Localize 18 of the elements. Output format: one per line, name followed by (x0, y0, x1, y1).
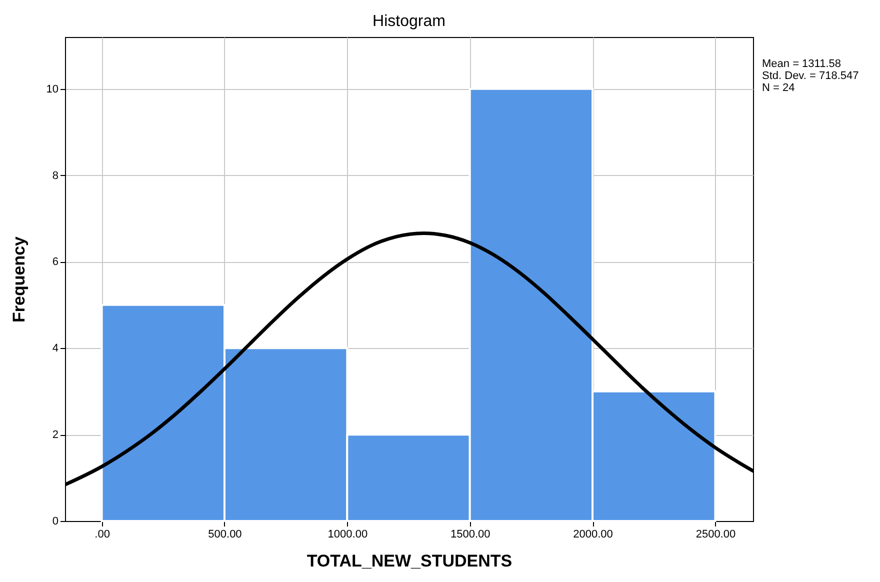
y-tick-label: 0 (52, 516, 58, 528)
chart-title: Histogram (372, 13, 446, 30)
x-tick-label: 1000.00 (328, 528, 368, 540)
x-tick-label: 1500.00 (450, 528, 490, 540)
y-axis-title: Frequency (9, 236, 28, 322)
y-tick-label: 2 (52, 429, 58, 442)
text: Std. Dev. = 718.547 (762, 70, 859, 82)
x-tick-label: 500.00 (208, 528, 242, 540)
y-tick-label: 8 (52, 170, 58, 182)
x-axis-title: TOTAL_NEW_STUDENTS (306, 552, 512, 570)
x-tick-label: 2000.00 (573, 528, 613, 540)
y-tick-label: 10 (46, 83, 58, 96)
x-tick-label: 2500.00 (696, 528, 736, 540)
y-tick-label: 6 (52, 256, 58, 268)
text: N = 24 (762, 82, 796, 94)
x-tick-label: .00 (94, 528, 110, 540)
y-tick-label: 4 (52, 342, 58, 355)
text: Mean = 1311.58 (762, 58, 842, 70)
